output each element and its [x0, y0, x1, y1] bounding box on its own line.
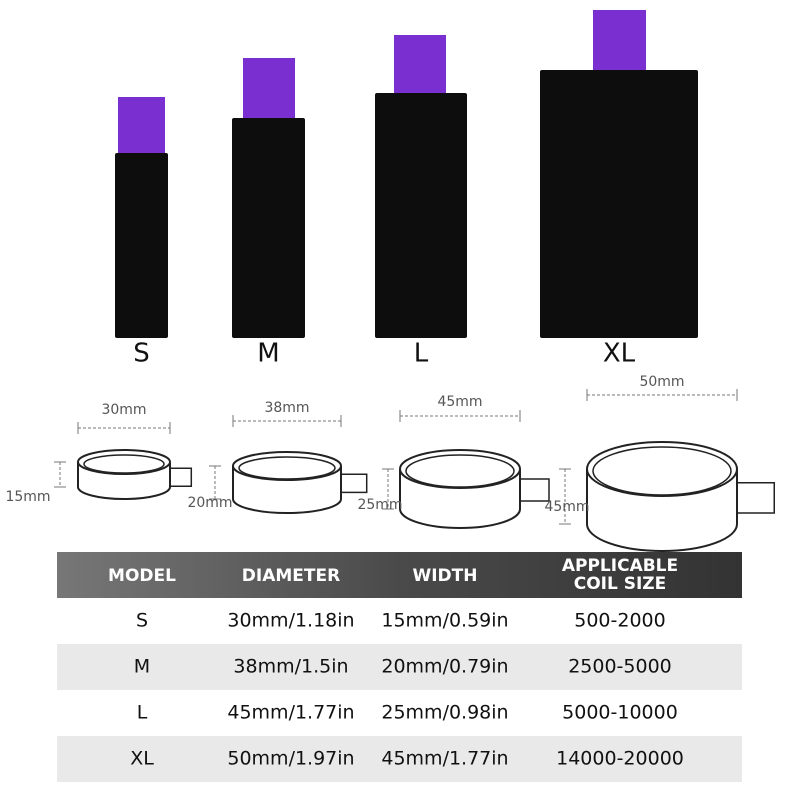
diameter-label: 50mm [639, 374, 684, 390]
diameter-label: 30mm [101, 402, 146, 418]
table-row-bg [57, 736, 742, 782]
purple-tab [243, 58, 295, 120]
table-header-cell: APPLICABLE COIL SIZE [562, 556, 678, 594]
table-cell: 25mm/0.98in [381, 702, 508, 724]
height-label: 45mm [544, 499, 589, 515]
table-cell: M [134, 656, 150, 678]
table-header-cell: MODEL [108, 566, 176, 586]
table-row-bg [57, 690, 742, 736]
size-label: M [257, 339, 279, 369]
size-label: L [414, 339, 429, 369]
table-cell: S [136, 610, 148, 632]
table-cell: 20mm/0.79in [381, 656, 508, 678]
table-row-bg [57, 598, 742, 644]
size-label: S [133, 339, 150, 369]
diameter-label: 38mm [264, 400, 309, 416]
purple-tab [118, 97, 165, 155]
ring-inner [405, 454, 515, 488]
table-header-cell: WIDTH [412, 566, 477, 586]
table-header-cell: DIAMETER [242, 566, 340, 586]
table-cell: 500-2000 [574, 610, 665, 632]
table-cell: 5000-10000 [562, 702, 678, 724]
table-header-bg [57, 552, 742, 598]
ring-inner [83, 454, 165, 474]
size-label: XL [603, 339, 636, 369]
table-cell: 45mm/1.77in [227, 702, 354, 724]
table-cell: 45mm/1.77in [381, 748, 508, 770]
table-cell: 14000-20000 [556, 748, 684, 770]
table-cell: 38mm/1.5in [233, 656, 348, 678]
ring-tab [732, 482, 775, 514]
height-label: 25mm [357, 497, 402, 513]
ring-inner [238, 456, 336, 480]
pouch [540, 70, 698, 338]
pouch [115, 153, 168, 338]
height-label: 20mm [187, 495, 232, 511]
ring-inner [592, 446, 732, 496]
diameter-label: 45mm [437, 394, 482, 410]
pouch [232, 118, 305, 338]
purple-tab [593, 10, 646, 72]
table-cell: 15mm/0.59in [381, 610, 508, 632]
table-cell: 50mm/1.97in [227, 748, 354, 770]
height-label: 15mm [5, 489, 50, 505]
table-row-bg [57, 644, 742, 690]
table-cell: XL [130, 748, 154, 770]
pouch [375, 93, 467, 338]
table-cell: 2500-5000 [568, 656, 672, 678]
table-cell: L [137, 702, 148, 724]
table-cell: 30mm/1.18in [227, 610, 354, 632]
purple-tab [394, 35, 446, 95]
